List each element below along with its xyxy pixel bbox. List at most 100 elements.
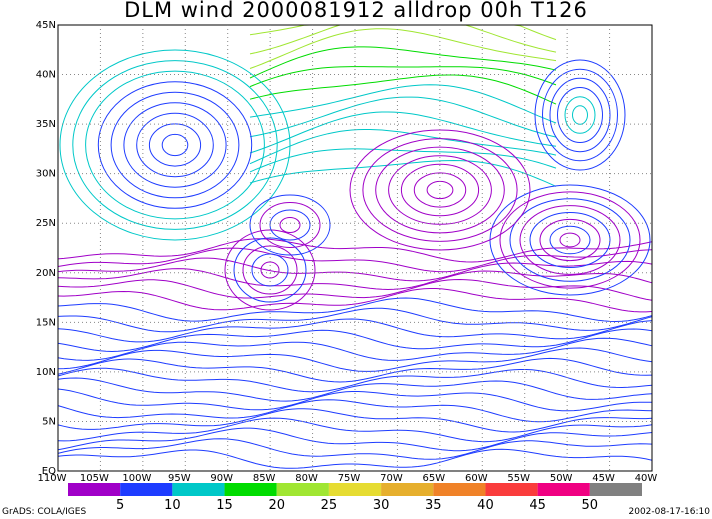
colorbar-swatch [68, 483, 121, 496]
streamline [57, 318, 653, 343]
streamline [57, 408, 653, 433]
streamline-gyre [509, 198, 631, 282]
colorbar-swatch [120, 483, 173, 496]
colorbar-label: 25 [321, 498, 338, 513]
streamline [57, 388, 653, 412]
streamline [249, 66, 557, 88]
colorbar-swatch [537, 483, 590, 496]
streamline [249, 46, 557, 79]
lat-label: 25N [36, 218, 56, 229]
streamline [57, 367, 653, 393]
streamline-gyre [534, 59, 626, 171]
lat-label: 45N [36, 20, 56, 31]
colorbar-swatch [485, 483, 538, 496]
lon-label: 100W [122, 473, 151, 484]
lat-label: 30N [36, 169, 56, 180]
colorbar-label: 35 [425, 498, 442, 513]
lon-label: 85W [253, 473, 276, 484]
colorbar-label: 45 [529, 498, 546, 513]
streamline-gyre [559, 232, 581, 248]
streamline [57, 238, 653, 263]
streamline-gyre [110, 91, 240, 199]
streamline [57, 307, 653, 333]
streamline-gyre [388, 155, 492, 225]
streamline-gyre [123, 102, 227, 188]
lon-label: 95W [168, 473, 191, 484]
streamline [249, 24, 557, 41]
streamline [57, 357, 653, 383]
streamline [57, 399, 653, 423]
streamline [57, 377, 653, 402]
colorbar-label: 10 [164, 498, 181, 513]
lon-label: 50W [550, 473, 573, 484]
streamline-gyre [413, 172, 467, 208]
streamline-gyre [539, 218, 601, 262]
colorbar-swatch [589, 483, 642, 496]
lon-label: 65W [423, 473, 446, 484]
streamline-gyre [97, 81, 253, 209]
streamline-gyre [161, 133, 189, 157]
lat-label: 15N [36, 317, 56, 328]
streamline-gyre [549, 225, 591, 255]
streamline [57, 288, 653, 313]
colorbar-swatch [433, 483, 486, 496]
streamline [249, 84, 557, 124]
lon-label: 70W [380, 473, 403, 484]
streamline [57, 417, 653, 443]
streamline-gyre [148, 123, 202, 167]
lon-label: 110W [38, 473, 67, 484]
colorbar-label: 5 [116, 498, 124, 513]
lat-label: 10N [36, 367, 56, 378]
lon-label: 75W [338, 473, 361, 484]
streamline-gyre [259, 202, 321, 248]
streamline-gyre [564, 96, 596, 134]
footer-right: 2002-08-17-16:10 [629, 507, 711, 517]
lat-label: 20N [36, 268, 56, 279]
lon-label: 45W [592, 473, 615, 484]
streamline [57, 268, 653, 291]
colorbar-swatch [328, 483, 382, 496]
streamline-gyre [72, 60, 278, 230]
colorbar-swatch [224, 483, 277, 496]
colorbar-label: 50 [582, 498, 599, 513]
streamline [57, 347, 653, 372]
lat-label: EQ [42, 466, 56, 477]
colorbar-label: 40 [477, 498, 494, 513]
streamline [249, 111, 557, 154]
lon-label: 90W [210, 473, 233, 484]
lat-label: 35N [36, 119, 56, 130]
colorbar-label: 30 [373, 498, 390, 513]
streamline-gyre [400, 163, 480, 217]
lat-label: 5N [42, 416, 56, 427]
footer-left: GrADS: COLA/IGES [2, 507, 86, 517]
streamline-gyre [269, 209, 311, 241]
colorbar-swatch [172, 483, 225, 496]
streamline-gyre [59, 49, 291, 241]
streamline [249, 74, 557, 105]
streamline [57, 328, 653, 353]
lon-label: 80W [295, 473, 318, 484]
colorbar-label: 15 [216, 498, 233, 513]
streamline-gyre [249, 194, 331, 256]
streamline [57, 297, 653, 323]
streamline [249, 96, 557, 138]
lon-label: 60W [465, 473, 488, 484]
lon-label: 40W [635, 473, 658, 484]
streamline-gyre [499, 191, 641, 289]
colorbar-swatch [381, 483, 434, 496]
streamline [249, 148, 557, 173]
lon-label: 105W [80, 473, 109, 484]
streamline [57, 247, 653, 273]
streamline [57, 427, 653, 452]
streamline-gyre [519, 205, 621, 275]
streamline [57, 448, 653, 469]
streamline-gyre [557, 87, 603, 143]
lat-label: 40N [36, 70, 56, 81]
streamline [249, 28, 557, 69]
streamline-gyre [85, 70, 265, 220]
lon-label: 55W [507, 473, 530, 484]
map-title: DLM wind 2000081912 alldrop 00h T126 [124, 0, 588, 22]
streamline-gyre [549, 77, 611, 153]
streamline [249, 129, 557, 165]
